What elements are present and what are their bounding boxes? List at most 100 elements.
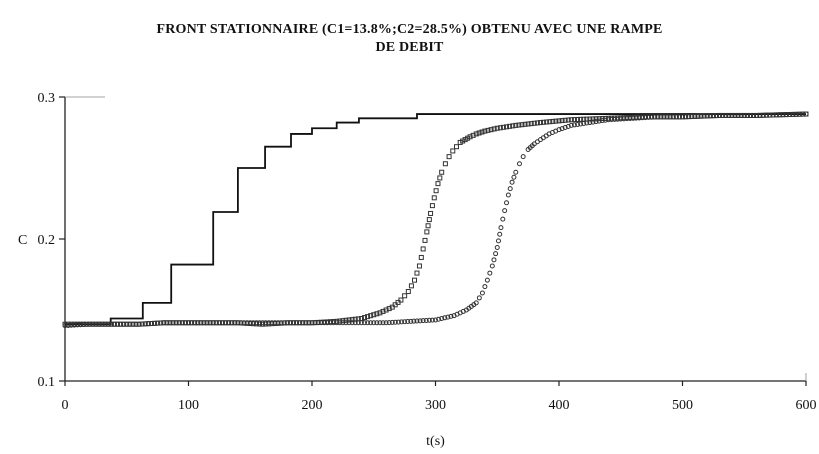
circle-marker (568, 122, 574, 128)
square-marker (547, 119, 553, 125)
circle-marker (732, 112, 738, 118)
circle-marker (571, 122, 577, 128)
circle-marker (433, 317, 438, 323)
circle-marker (692, 113, 698, 119)
circle-marker (695, 113, 701, 119)
circle-marker (770, 112, 776, 118)
circle-marker (81, 322, 87, 328)
square-marker (343, 317, 349, 323)
circle-marker (509, 179, 515, 185)
circle-marker (90, 321, 96, 327)
circle-marker (502, 208, 508, 214)
square-marker (522, 121, 528, 127)
circle-marker (482, 284, 488, 290)
circle-marker (287, 320, 293, 326)
square-marker (365, 314, 371, 320)
circle-marker (513, 169, 519, 175)
square-marker (578, 116, 584, 122)
circle-marker (380, 320, 386, 326)
circle-marker (99, 321, 105, 327)
circle-marker (253, 320, 259, 326)
circle-marker (170, 320, 176, 326)
circle-marker (349, 320, 355, 326)
circle-marker (747, 112, 753, 118)
circle-marker (720, 112, 726, 118)
circle-marker (105, 321, 111, 327)
circle-marker (590, 119, 596, 125)
circle-marker (636, 115, 642, 121)
circle-marker (114, 321, 120, 327)
square-marker (398, 297, 404, 303)
circle-marker (493, 251, 499, 257)
circle-marker (352, 320, 358, 326)
square-marker (446, 154, 452, 160)
square-marker (442, 161, 448, 167)
square-marker (424, 229, 430, 235)
square-marker (380, 308, 386, 314)
circle-marker (717, 112, 723, 118)
square-marker (510, 123, 516, 129)
y-tick-label: 0.1 (38, 375, 56, 390)
square-marker (450, 148, 456, 154)
square-marker (525, 121, 531, 127)
circle-marker (358, 320, 364, 326)
circle-marker (235, 320, 241, 326)
circle-marker (198, 320, 204, 326)
circle-marker (204, 320, 210, 326)
x-tick-label: 100 (178, 398, 199, 413)
square-marker (553, 118, 559, 124)
circle-marker (661, 114, 667, 120)
circle-marker (760, 112, 766, 118)
circle-marker (767, 112, 773, 118)
circle-marker (315, 320, 321, 326)
circle-marker (102, 321, 108, 327)
circle-marker (507, 186, 513, 192)
circle-marker (649, 114, 655, 120)
square-marker (494, 125, 500, 131)
circle-marker (179, 320, 185, 326)
circle-marker (673, 114, 679, 120)
circle-marker (306, 320, 312, 326)
circle-marker (448, 313, 454, 319)
circle-marker (658, 114, 664, 120)
circle-marker (266, 320, 272, 326)
circle-marker (167, 320, 173, 326)
circle-marker (633, 115, 639, 121)
square-marker (568, 117, 574, 123)
circle-marker (71, 322, 77, 328)
circle-marker (487, 270, 493, 276)
square-marker (429, 203, 435, 209)
circle-marker (155, 320, 161, 326)
circle-marker (136, 321, 142, 327)
square-marker (531, 120, 537, 126)
square-marker (541, 119, 547, 125)
circle-marker (272, 320, 278, 326)
circle-marker (605, 117, 611, 123)
circle-marker (182, 320, 188, 326)
square-marker (346, 317, 352, 323)
circle-marker (754, 112, 760, 118)
circle-marker (216, 320, 222, 326)
circle-marker (787, 112, 793, 118)
circle-marker (680, 114, 685, 120)
circle-marker (479, 290, 485, 296)
square-marker (371, 312, 377, 318)
circle-marker (294, 320, 300, 326)
square-marker (467, 134, 473, 140)
circle-marker (664, 114, 670, 120)
circle-marker (408, 318, 414, 324)
circle-marker (596, 118, 602, 124)
circle-marker (176, 320, 182, 326)
square-marker (405, 289, 411, 295)
circle-marker (62, 323, 68, 329)
square-marker (544, 119, 550, 125)
circle-marker (374, 320, 380, 326)
square-marker (476, 130, 482, 136)
circle-marker (68, 322, 74, 328)
circle-marker (108, 321, 114, 327)
circle-marker (309, 320, 315, 326)
circle-marker (646, 114, 652, 120)
circle-marker (420, 318, 426, 324)
circle-marker (780, 112, 786, 118)
square-marker (504, 124, 510, 130)
